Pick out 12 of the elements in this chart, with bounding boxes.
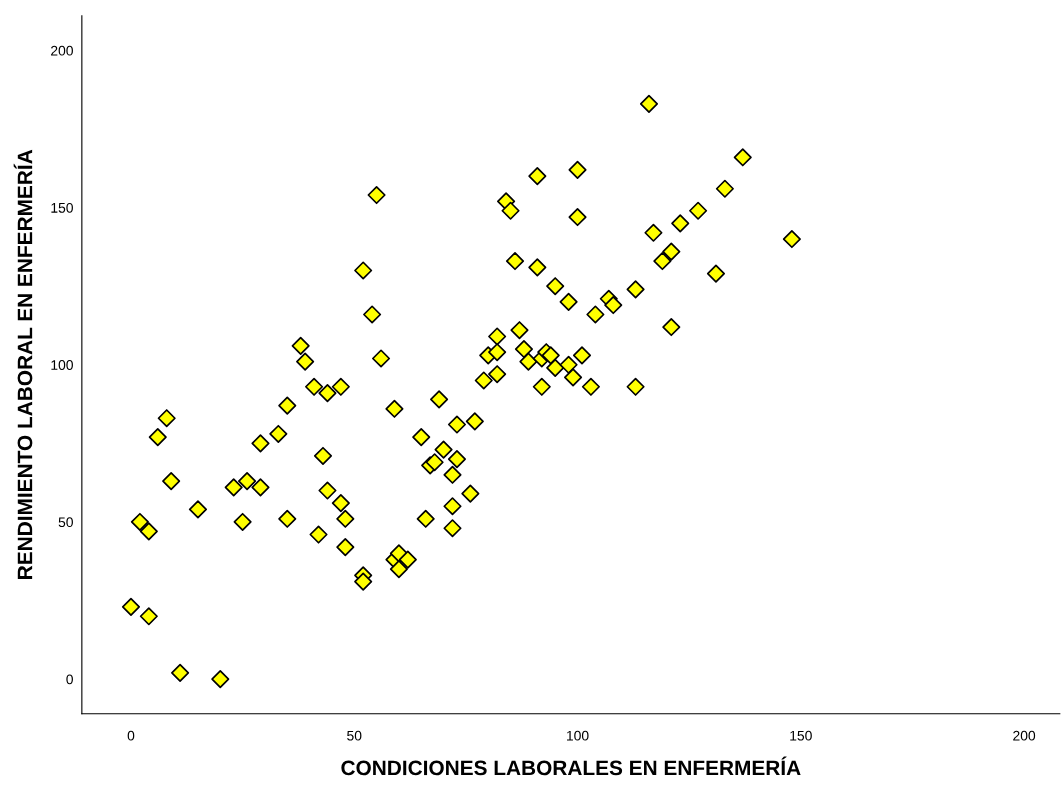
x-tick-label: 0: [127, 730, 135, 741]
y-tick-label: 50: [58, 517, 73, 528]
y-axis-title: RENDIMIENTO LABORAL EN ENFERMERÍA: [13, 149, 33, 579]
x-tick-label: 100: [567, 730, 589, 741]
x-tick-label: 150: [790, 730, 812, 741]
y-tick-label: 150: [51, 202, 73, 213]
y-tick-label: 100: [51, 360, 73, 370]
x-tick-label: 50: [347, 730, 362, 741]
x-axis-title: CONDICIONES LABORALES EN ENFERMERÍA: [341, 756, 801, 776]
x-tick-label: 200: [1013, 730, 1036, 741]
y-tick-label: 200: [51, 45, 73, 56]
y-tick-label: 0: [66, 674, 73, 685]
